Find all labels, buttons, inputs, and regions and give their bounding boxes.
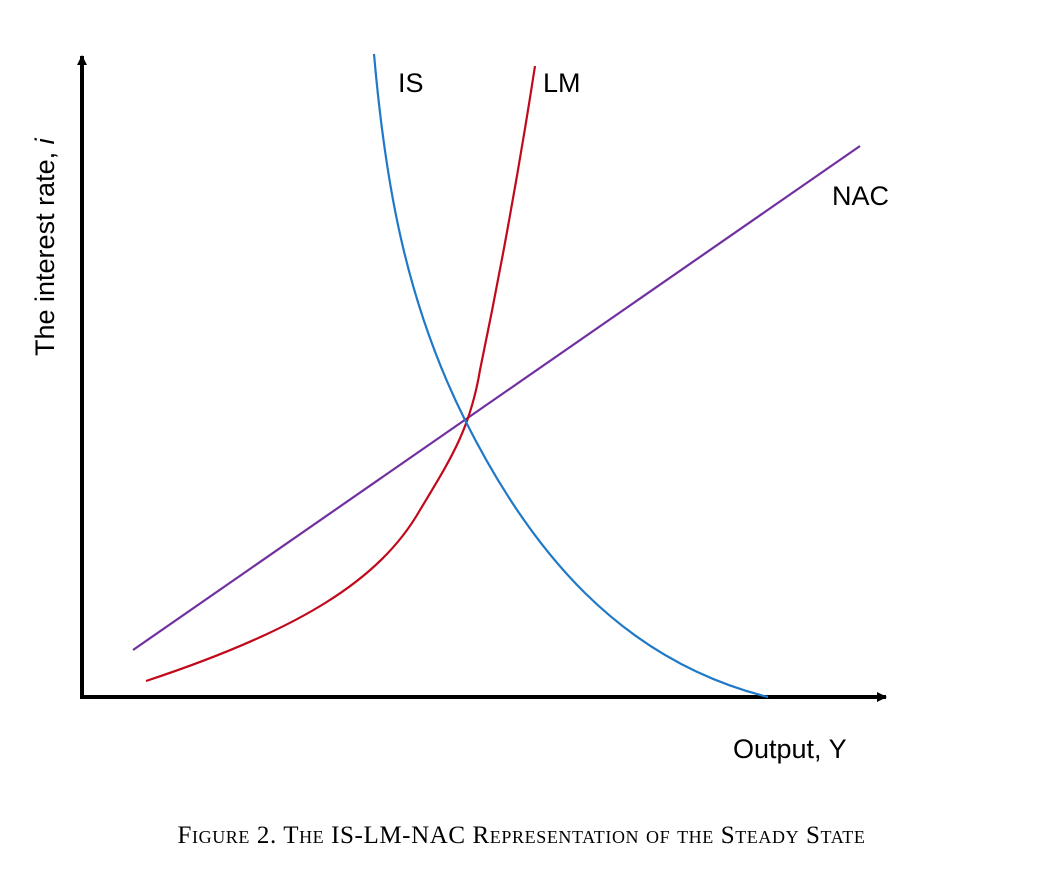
islm-nac-diagram: IS LM NAC Output, Y The interest rate, i bbox=[30, 53, 889, 764]
y-axis-label: The interest rate, i bbox=[30, 137, 60, 356]
x-axis-label: Output, Y bbox=[733, 734, 847, 764]
y-axis-label-text: The interest rate, bbox=[30, 144, 60, 356]
is-curve bbox=[372, 53, 769, 699]
is-label: IS bbox=[398, 68, 424, 98]
nac-curve bbox=[132, 145, 861, 651]
lm-curve bbox=[145, 65, 537, 683]
figure-caption: Figure 2. The IS-LM-NAC Representation o… bbox=[177, 822, 866, 849]
nac-label: NAC bbox=[832, 181, 889, 211]
lm-label: LM bbox=[543, 68, 581, 98]
y-axis-label-symbol: i bbox=[30, 137, 60, 144]
